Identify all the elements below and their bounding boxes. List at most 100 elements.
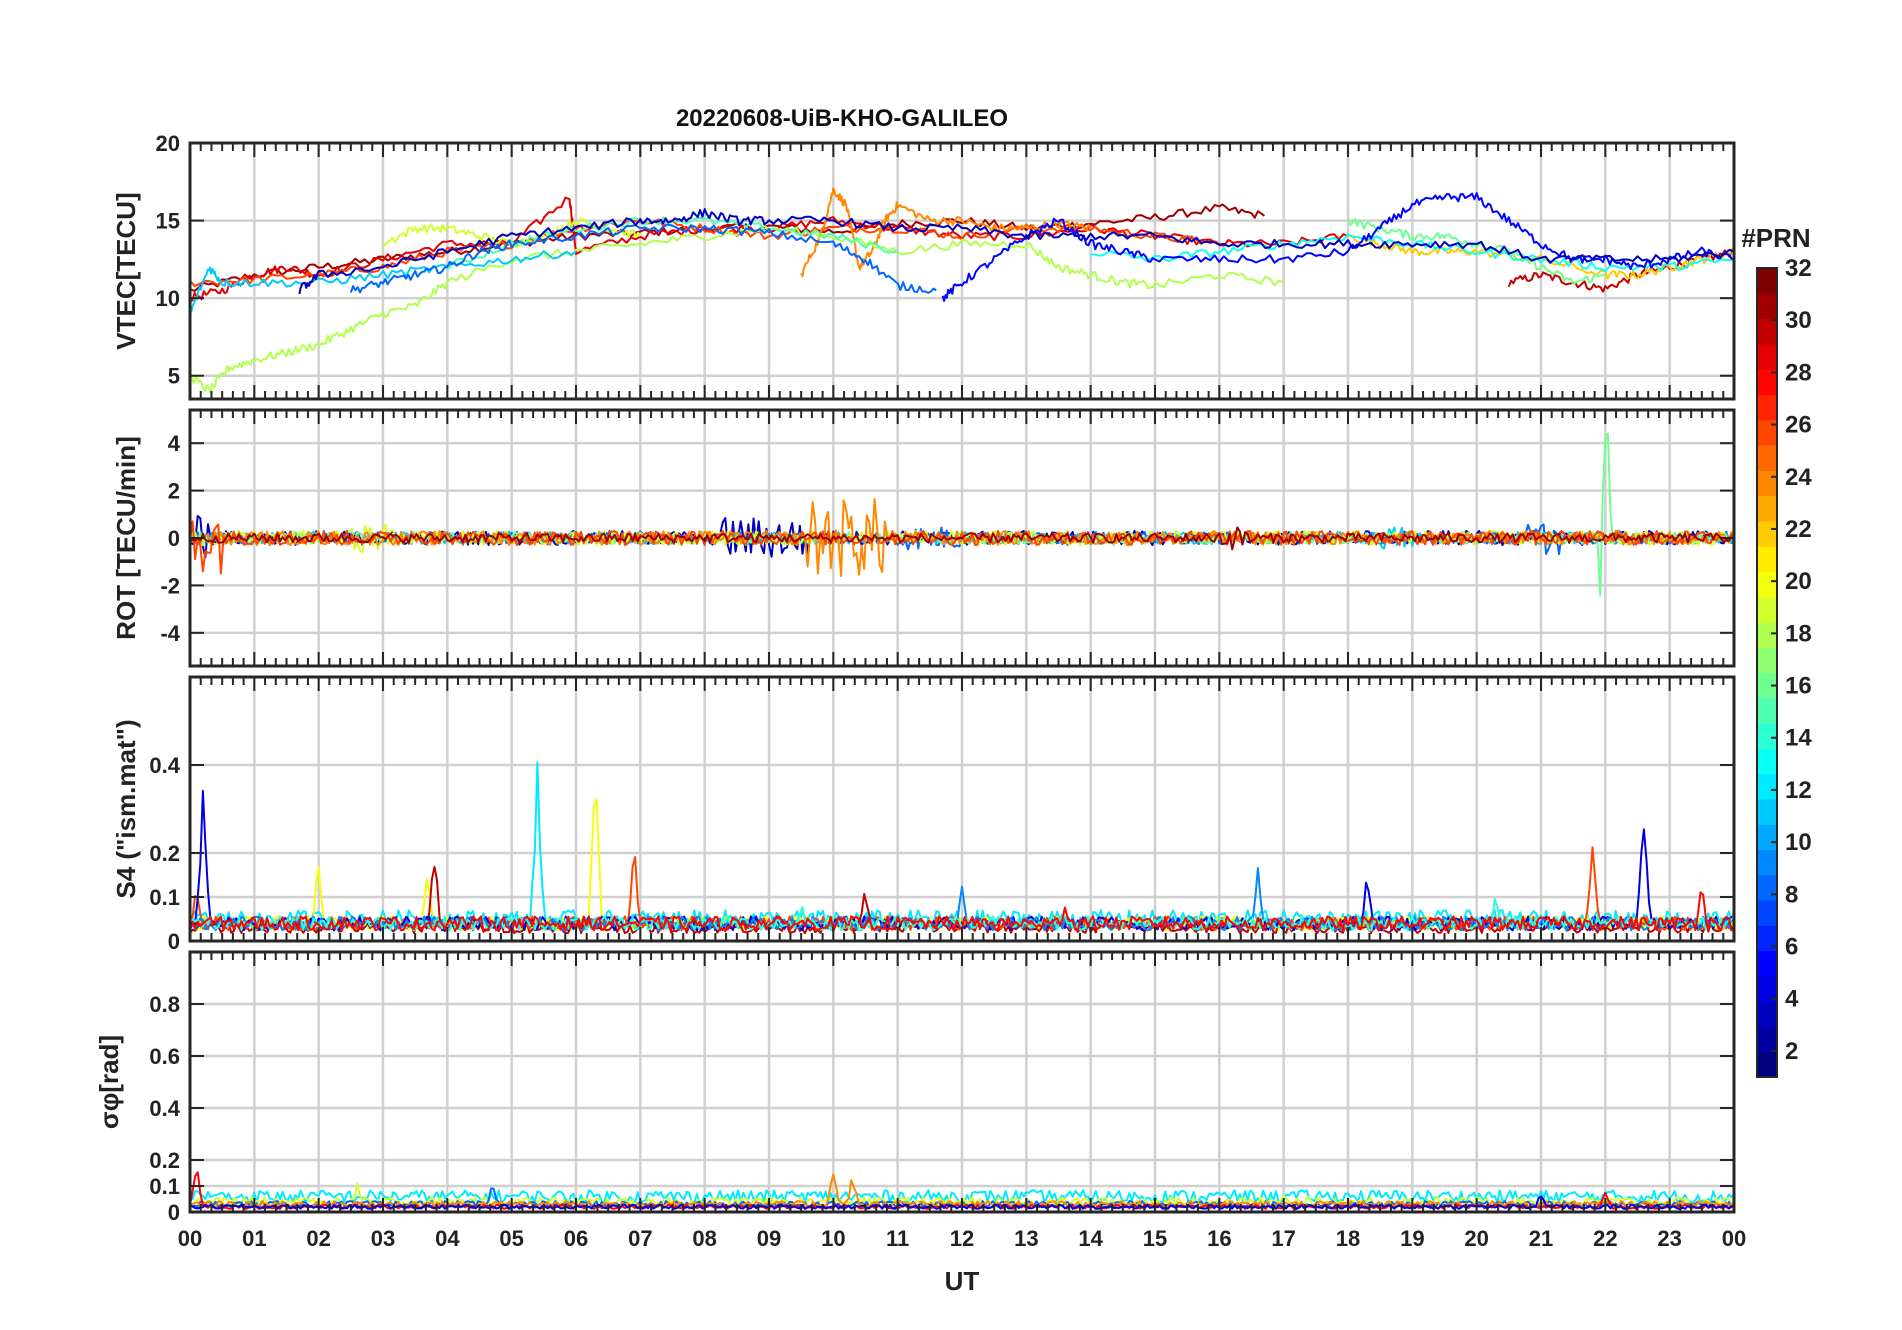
colorbar-tick-label: 6 [1785, 934, 1798, 961]
colorbar-cell [1757, 900, 1777, 926]
colorbar-cell [1757, 647, 1777, 674]
colorbar-tick-label: 20 [1785, 568, 1812, 595]
colorbar-cell [1757, 394, 1777, 421]
x-tick-label: 05 [499, 1226, 523, 1251]
y-tick-label: 10 [156, 286, 180, 311]
y-tick-label: 0.1 [149, 1174, 180, 1199]
colorbar-cell [1757, 546, 1777, 572]
colorbar-tick-label: 24 [1785, 464, 1812, 491]
panel-1: 5 10 15 20 VTEC[TECU] [111, 131, 1736, 401]
colorbar-tick-label: 18 [1785, 620, 1812, 647]
series-prn-22 [1347, 234, 1734, 280]
y-tick-label: 5 [168, 364, 180, 389]
colorbar-cell [1757, 520, 1777, 547]
colorbar-cell [1757, 849, 1777, 876]
colorbar-cell [1757, 950, 1777, 977]
y-tick-label: 4 [168, 431, 181, 456]
x-tick-label: 23 [1657, 1226, 1681, 1251]
y-axis-label: σφ[rad] [94, 1035, 124, 1129]
colorbar-cell [1757, 343, 1777, 370]
colorbar-cell [1757, 824, 1777, 851]
x-tick-label: 13 [1014, 1226, 1038, 1251]
x-tick-label: 18 [1336, 1226, 1360, 1251]
colorbar-tick-label: 12 [1785, 777, 1812, 804]
colorbar-cell [1757, 748, 1777, 775]
series-group [190, 432, 1734, 597]
colorbar-tick-label: 4 [1785, 986, 1799, 1013]
y-axis-label: S4 ("ism.mat") [111, 719, 141, 898]
colorbar-cell [1757, 1026, 1777, 1053]
colorbar-cell [1757, 571, 1777, 598]
colorbar-cell [1757, 621, 1777, 648]
x-tick-label: 15 [1143, 1226, 1167, 1251]
y-tick-label: 0.6 [149, 1044, 180, 1069]
y-axis-label: ROT [TECU/min] [111, 436, 141, 640]
colorbar-label: #PRN [1741, 223, 1810, 253]
series-prn-16 [1347, 217, 1606, 286]
series-prn-26 [190, 520, 1734, 575]
y-axis-label: VTEC[TECU] [111, 192, 141, 349]
y-tick-label: 0.4 [149, 1096, 180, 1121]
series-prn-11 [190, 250, 577, 313]
colorbar-tick-label: 10 [1785, 829, 1812, 856]
colorbar-cell [1757, 369, 1777, 396]
colorbar-tick-label: 30 [1785, 307, 1812, 334]
y-tick-label: -4 [160, 621, 180, 646]
colorbar-cell [1757, 874, 1777, 901]
x-tick-label: 19 [1400, 1226, 1424, 1251]
colorbar-cell [1757, 495, 1777, 522]
colorbar-cell [1757, 268, 1777, 294]
x-tick-label: 04 [435, 1226, 460, 1251]
series-prn-24 [800, 187, 1092, 278]
x-tick-label: 06 [564, 1226, 588, 1251]
y-tick-label: 0 [168, 929, 180, 954]
series-prn-18 [190, 224, 1285, 395]
series-prn-3 [298, 208, 1734, 295]
y-tick-label: 0 [168, 526, 180, 551]
colorbar-cell [1757, 925, 1777, 952]
x-tick-label: 17 [1271, 1226, 1295, 1251]
x-tick-label: 21 [1529, 1226, 1553, 1251]
y-tick-label: 0.8 [149, 992, 180, 1017]
x-tick-label: 01 [242, 1226, 266, 1251]
chart-title: 20220608-UiB-KHO-GALILEO [676, 105, 1008, 132]
x-tick-label: 16 [1207, 1226, 1231, 1251]
colorbar-tick-label: 28 [1785, 359, 1812, 386]
series-prn-26 [190, 218, 1220, 288]
series-prn-8 [349, 223, 937, 294]
y-tick-label: 0.4 [149, 753, 180, 778]
series-prn-31 [190, 526, 1734, 551]
x-tick-label: 10 [821, 1226, 845, 1251]
x-tick-label: 02 [306, 1226, 330, 1251]
x-tick-label: 20 [1464, 1226, 1488, 1251]
series-group [190, 187, 1734, 395]
x-tick-label: 22 [1593, 1226, 1617, 1251]
colorbar-cell [1757, 723, 1777, 749]
y-tick-label: 0.1 [149, 885, 180, 910]
colorbar-cell [1757, 1051, 1777, 1078]
series-prn-24 [190, 498, 1734, 577]
colorbar-tick-label: 22 [1785, 516, 1812, 543]
x-axis-label: UT [945, 1266, 980, 1296]
colorbar-tick-label: 16 [1785, 673, 1812, 700]
panel-4: 00.10.2 0.4 0.6 0.8 σφ[rad] 00 01 02 03 04 05 06 07 0… [94, 950, 1746, 1251]
y-tick-label: 0.2 [149, 841, 180, 866]
colorbar-cell [1757, 697, 1777, 724]
x-tick-label: 11 [886, 1226, 909, 1251]
colorbar-cell [1757, 470, 1777, 497]
colorbar-cell [1757, 672, 1777, 699]
x-tick-label: 14 [1078, 1226, 1103, 1251]
colorbar-tick-label: 26 [1785, 412, 1812, 439]
colorbar-cell [1757, 596, 1777, 623]
x-tick-label: 07 [628, 1226, 652, 1251]
y-tick-label: 2 [168, 479, 180, 504]
y-tick-label: -2 [160, 573, 180, 598]
colorbar-tick-label: 2 [1785, 1038, 1798, 1065]
panel-2: -4 -2 0 2 4 ROT [TECU/min] [111, 408, 1736, 668]
y-tick-label: 20 [156, 131, 180, 156]
x-tick-label: 09 [757, 1226, 781, 1251]
x-tick-label: 08 [692, 1226, 716, 1251]
colorbar-tick-label: 8 [1785, 881, 1798, 908]
